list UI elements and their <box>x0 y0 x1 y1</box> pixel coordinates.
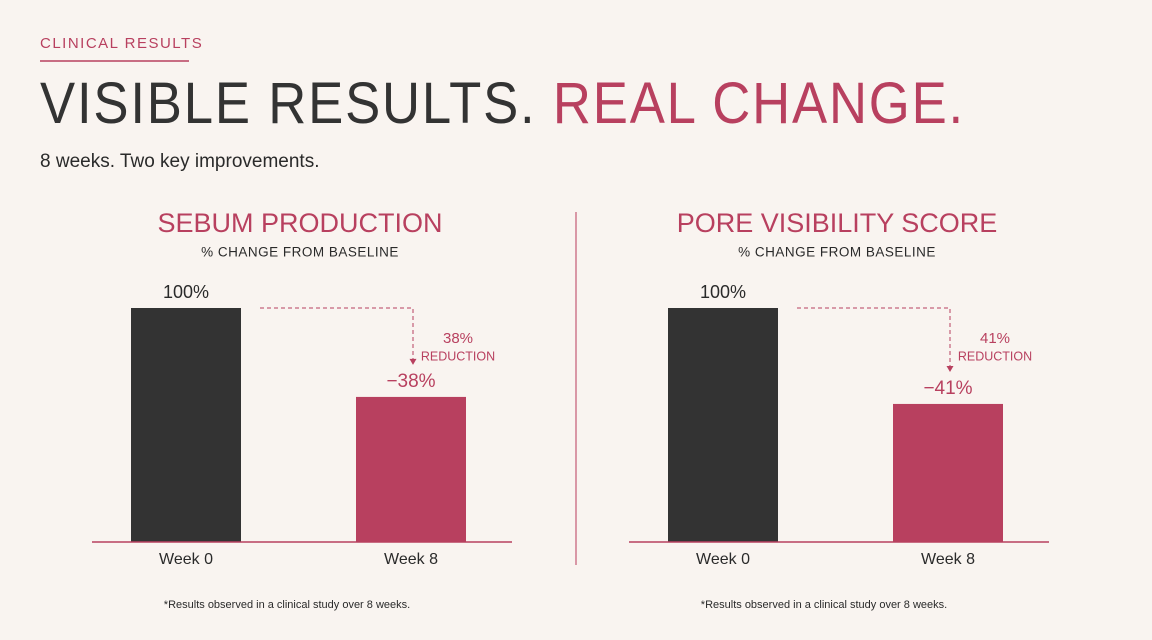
eyebrow: CLINICAL RESULTS <box>40 35 203 52</box>
arrow-head <box>946 365 954 372</box>
x-tick-label: Week 0 <box>159 551 213 568</box>
chart-title: PORE VISIBILITY SCORE <box>677 208 998 238</box>
headline: VISIBLE RESULTS. REAL CHANGE. <box>40 71 965 136</box>
value-label: 100% <box>163 282 209 302</box>
arrow-head <box>409 358 417 365</box>
subtitle: 8 weeks. Two key improvements. <box>40 151 319 172</box>
bar <box>668 308 778 542</box>
reduction-arrow <box>797 307 951 372</box>
reduction-value: 38% <box>443 330 473 347</box>
x-tick-label: Week 8 <box>921 551 975 568</box>
chart-subtitle: % CHANGE FROM BASELINE <box>738 245 936 260</box>
headline-accent: REAL CHANGE. <box>553 71 965 136</box>
headline-dark: VISIBLE RESULTS. <box>40 71 536 136</box>
reduction-value: 41% <box>980 330 1010 347</box>
footnote: *Results observed in a clinical study ov… <box>701 599 947 611</box>
bar <box>356 396 466 542</box>
footnote: *Results observed in a clinical study ov… <box>164 599 410 611</box>
chart-title: SEBUM PRODUCTION <box>157 208 442 238</box>
change-label: −41% <box>923 378 972 399</box>
bar <box>893 403 1003 542</box>
bar <box>131 308 241 542</box>
x-tick-label: Week 8 <box>384 551 438 568</box>
value-label: 100% <box>700 282 746 302</box>
reduction-arrow <box>260 307 414 365</box>
change-label: −38% <box>386 371 435 392</box>
x-tick-label: Week 0 <box>696 551 750 568</box>
reduction-text: REDUCTION <box>421 349 495 363</box>
reduction-text: REDUCTION <box>958 349 1032 363</box>
chart-subtitle: % CHANGE FROM BASELINE <box>201 245 399 260</box>
